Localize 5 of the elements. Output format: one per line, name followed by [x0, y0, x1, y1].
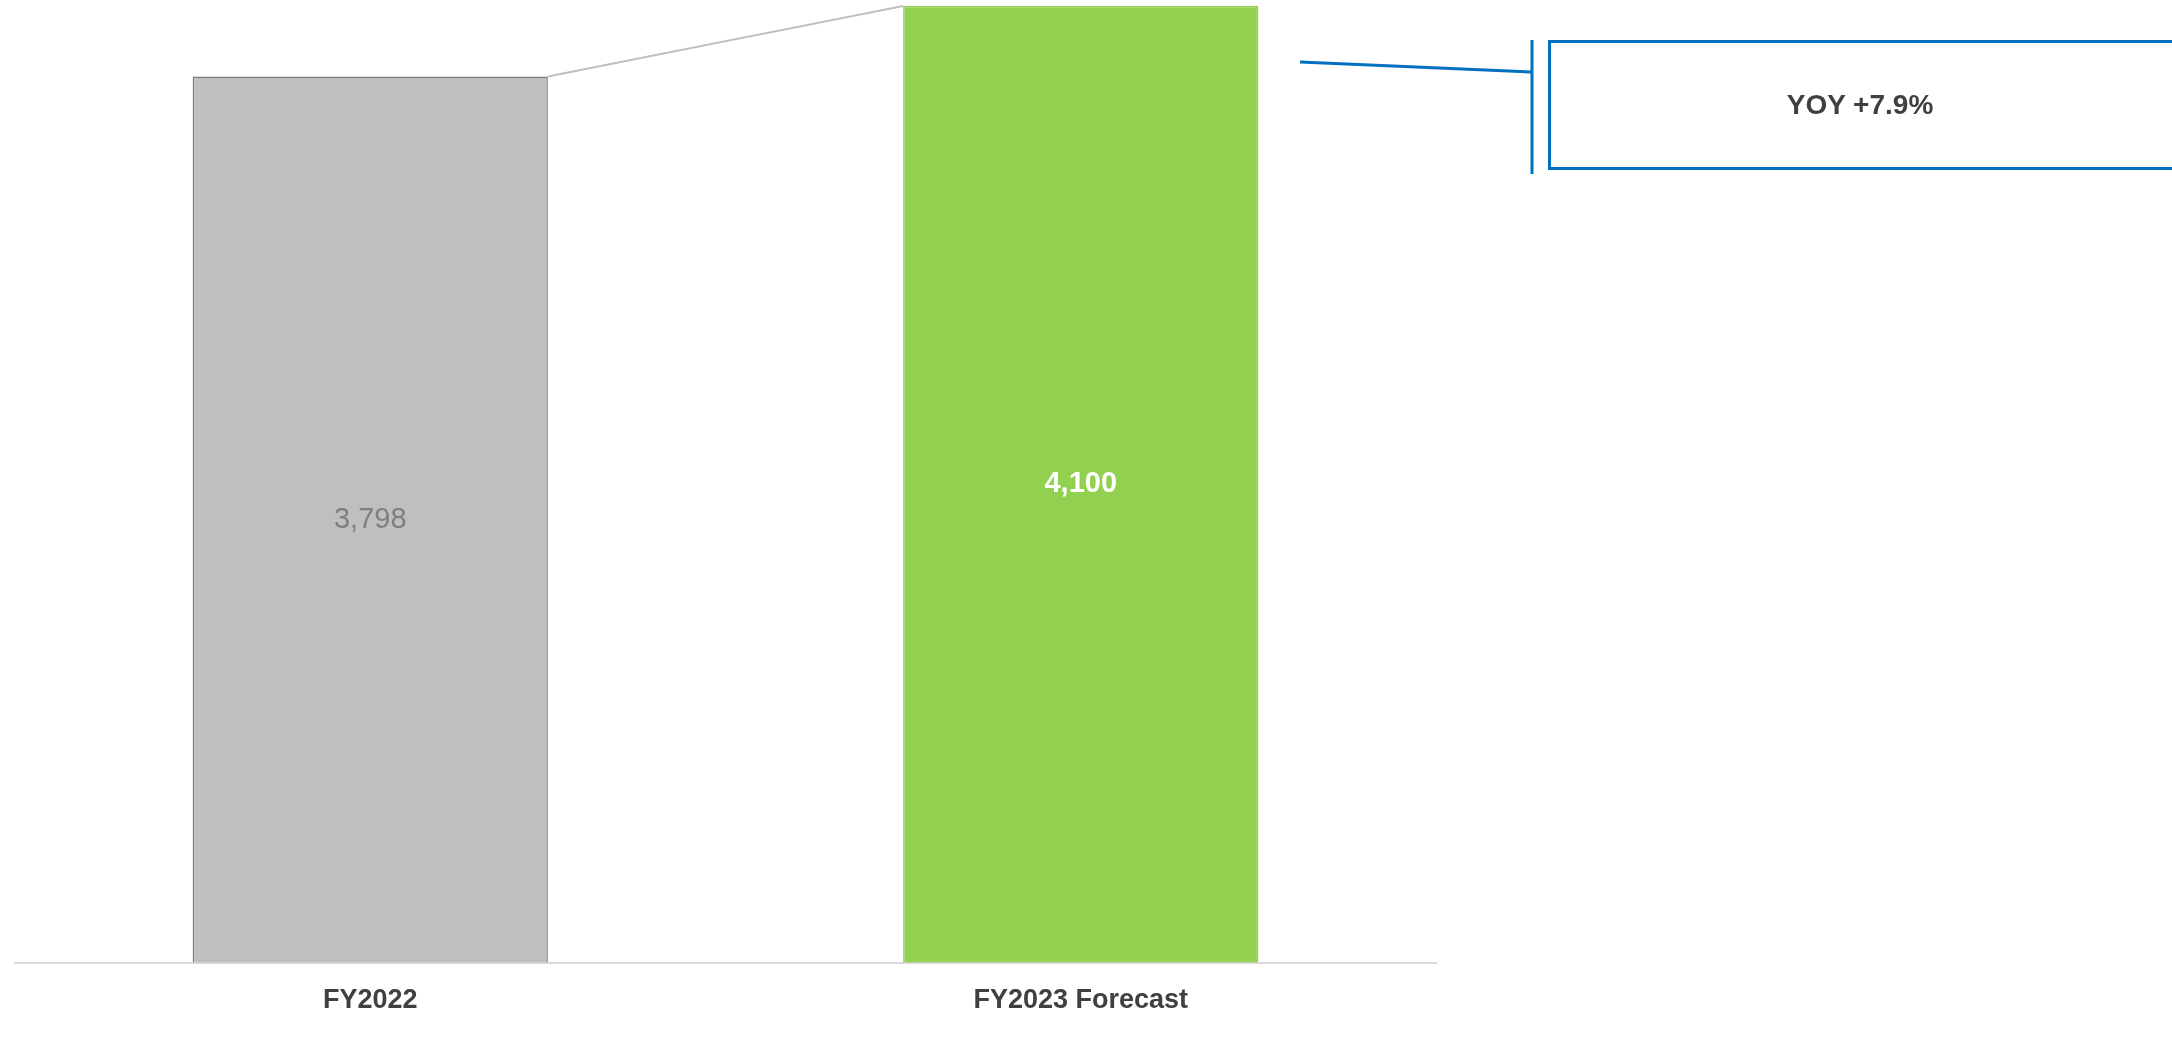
data-label: 4,100 [1044, 466, 1118, 499]
x-tick-label: FY2022 [322, 984, 418, 1015]
x-tick-label: FY2023 Forecast [973, 984, 1189, 1015]
data-label: 3,798 [333, 501, 407, 534]
text: YOY +7.9% [1786, 89, 1934, 121]
